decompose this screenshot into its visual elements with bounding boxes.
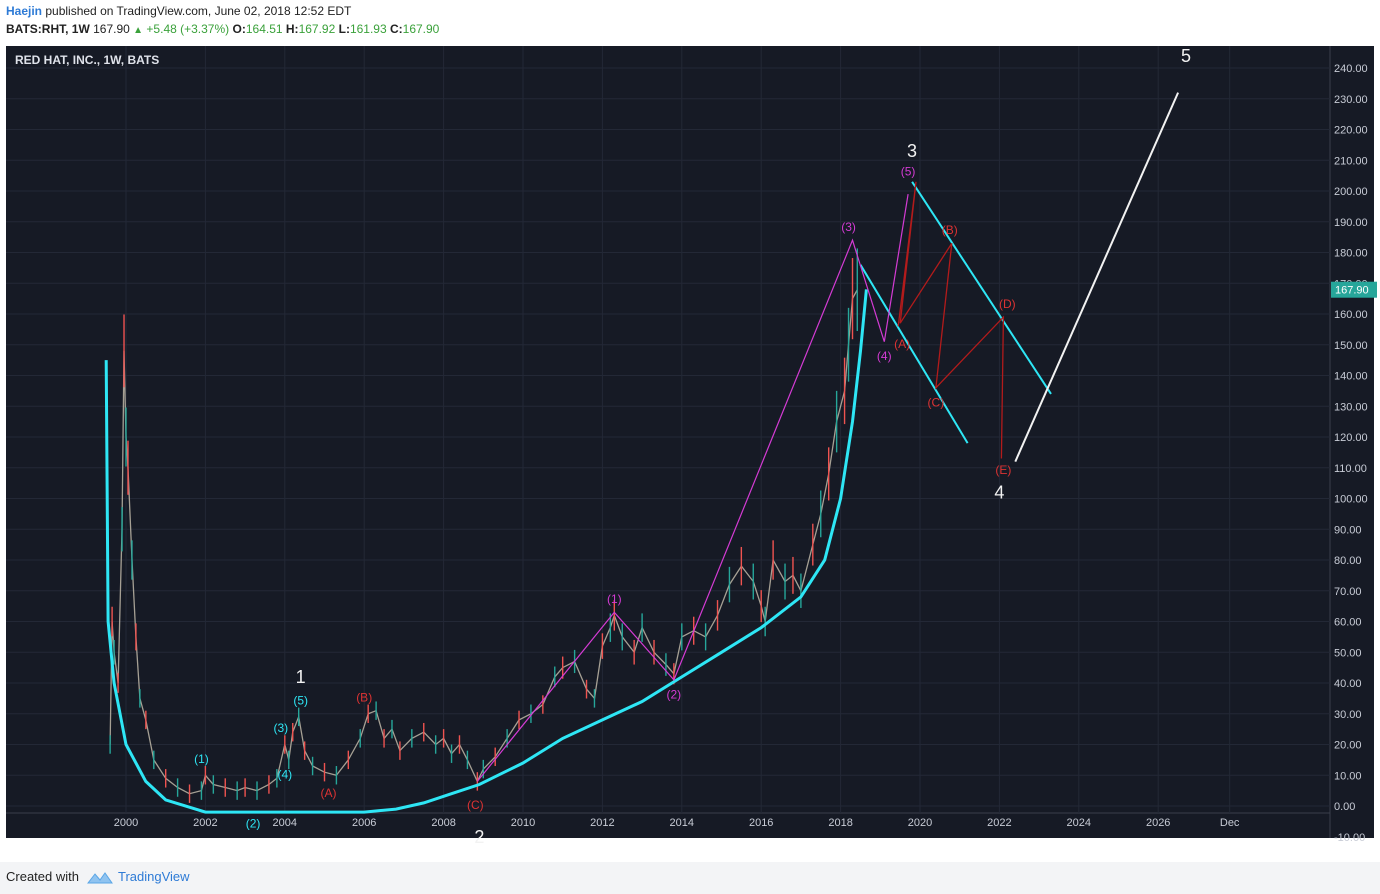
tradingview-logo-icon[interactable] [87,870,113,886]
last-price-label: 167.90 [1335,285,1369,297]
price-chart[interactable]: 240.00230.00220.00210.00200.00190.00180.… [0,40,1380,860]
high-value: 167.92 [298,22,336,36]
wave-label: (1) [607,592,622,606]
magenta-wave-line [476,194,909,782]
x-tick-label: 2020 [908,817,932,829]
y-tick-label: 30.00 [1334,709,1362,721]
wave-label: (2) [246,817,261,831]
red-wave-line [897,181,1005,459]
y-tick-label: 120.00 [1334,432,1368,444]
wave-label: (1) [194,752,209,766]
x-tick-label: 2006 [352,817,376,829]
y-tick-label: 90.00 [1334,524,1362,536]
y-tick-label: 100.00 [1334,494,1368,506]
x-tick-label: 2018 [828,817,852,829]
white-projection-line [1014,92,1180,463]
x-tick-label: 2012 [590,817,614,829]
y-tick-label: 110.00 [1334,463,1367,475]
publish-text: published on TradingView.com, June 02, 2… [45,4,352,18]
author-link[interactable]: Haejin [6,4,43,18]
cyan-support-curve [104,289,868,814]
wave-label: (4) [277,767,292,781]
symbol-timeframe: BATS:RHT, 1W [6,22,90,36]
open-value: 164.51 [245,22,283,36]
x-tick-label: 2010 [511,817,535,829]
y-tick-label: 240.00 [1334,63,1368,75]
y-tick-label: 210.00 [1334,155,1368,167]
publish-info: Haejin published on TradingView.com, Jun… [6,3,351,20]
y-tick-label: 200.00 [1334,186,1368,198]
wave-label: (B) [942,223,958,237]
wave-label: (A) [894,337,910,351]
cyan-channel-line [911,181,1052,395]
wave-label: (D) [999,297,1016,311]
wave-label: (A) [320,786,336,800]
low-value: 161.93 [349,22,387,36]
x-tick-label: 2004 [273,817,297,829]
open-label: O: [232,22,246,36]
x-tick-label: 2002 [193,817,217,829]
close-value: 167.90 [402,22,440,36]
wave-label: 1 [296,667,306,687]
y-tick-label: 160.00 [1334,309,1368,321]
x-tick-label: 2000 [114,817,138,829]
ohlc-bar: BATS:RHT, 1W 167.90 ▲ +5.48 (+3.37%) O:1… [6,21,439,39]
high-label: H: [285,22,299,36]
close-label: C: [389,22,403,36]
y-tick-label: 150.00 [1334,340,1368,352]
wave-label: (3) [841,220,856,234]
x-tick-label: 2014 [670,817,694,829]
wave-label: 3 [907,141,917,161]
created-with-text: Created with [6,869,79,884]
wave-label: (B) [356,690,372,704]
y-tick-label: 60.00 [1334,617,1362,629]
x-tick-label: 2024 [1067,817,1091,829]
wave-label: (E) [995,463,1011,477]
last-price-tag [1331,281,1377,298]
y-tick-label: 220.00 [1334,125,1368,137]
low-label: L: [338,22,350,36]
y-tick-label: 140.00 [1334,371,1368,383]
y-tick-label: 50.00 [1334,647,1362,659]
y-tick-label: 10.00 [1334,770,1362,782]
wave-label: (5) [901,165,916,179]
wave-label: (3) [273,721,288,735]
y-tick-label: 70.00 [1334,586,1362,598]
y-tick-label: 20.00 [1334,740,1362,752]
chart-background [6,46,1374,838]
y-tick-label: 0.00 [1334,801,1355,813]
chart-title: RED HAT, INC., 1W, BATS [15,53,159,67]
y-tick-label: 130.00 [1334,401,1368,413]
wave-label: (5) [293,694,308,708]
wave-label: (4) [877,349,892,363]
wave-label: (C) [467,798,484,812]
wave-label: 5 [1181,46,1191,66]
y-tick-label: 230.00 [1334,94,1368,106]
current-price: 167.90 [93,22,130,36]
x-tick-label: Dec [1220,817,1240,829]
footer: Created with TradingView [0,862,1380,894]
x-tick-label: 2016 [749,817,773,829]
y-tick-label: 190.00 [1334,217,1368,229]
x-tick-label: 2022 [987,817,1011,829]
cyan-channel-line [859,264,969,444]
y-tick-label: 180.00 [1334,248,1368,260]
price-change: +5.48 (+3.37%) [146,22,230,36]
y-tick-label: -10.00 [1334,832,1365,844]
wave-label: 2 [474,827,484,847]
tradingview-link[interactable]: TradingView [118,869,190,884]
x-tick-label: 2008 [431,817,455,829]
wave-label: 4 [994,483,1004,503]
y-tick-label: 80.00 [1334,555,1362,567]
up-triangle-icon: ▲ [133,25,144,36]
y-tick-label: 40.00 [1334,678,1362,690]
x-tick-label: 2026 [1146,817,1170,829]
wave-label: (2) [667,687,682,701]
wave-label: (C) [928,395,945,409]
